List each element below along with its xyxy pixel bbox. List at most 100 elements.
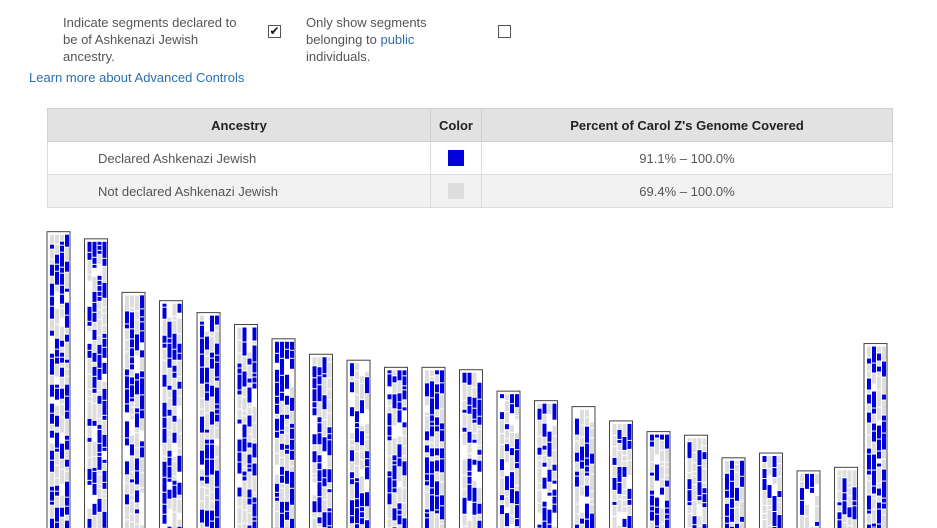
segment	[580, 518, 584, 524]
segment	[350, 472, 354, 479]
segment	[767, 510, 772, 526]
chromosome-6	[234, 324, 258, 528]
segment	[660, 487, 664, 495]
segment	[60, 273, 64, 285]
segment	[872, 431, 876, 442]
segment	[397, 402, 402, 410]
segment	[215, 439, 219, 445]
segment	[177, 313, 182, 318]
segment	[510, 504, 514, 516]
segment	[92, 302, 97, 312]
segment	[660, 462, 664, 466]
segment	[815, 495, 819, 506]
segment	[872, 414, 876, 423]
segment	[237, 395, 242, 409]
segment	[627, 515, 632, 528]
segment	[360, 512, 364, 518]
segment	[275, 438, 279, 453]
segment	[547, 403, 552, 414]
segment	[762, 463, 767, 469]
segment	[97, 443, 102, 452]
segment	[130, 407, 134, 415]
segment	[210, 332, 214, 336]
segment	[60, 267, 64, 273]
segment	[50, 486, 54, 491]
segment	[327, 489, 332, 493]
segment	[205, 476, 209, 484]
segment	[312, 378, 317, 389]
segment	[462, 400, 467, 409]
ashkenazi-checkbox[interactable]: ✔	[268, 24, 281, 38]
segment	[877, 390, 881, 407]
segment	[322, 500, 327, 512]
segment	[877, 483, 881, 488]
segment	[515, 491, 519, 505]
segment	[762, 479, 767, 491]
segment	[665, 487, 669, 500]
segment	[537, 447, 542, 455]
segment	[50, 397, 54, 403]
segment	[435, 375, 439, 384]
segment	[247, 358, 252, 365]
chromosome-4	[159, 300, 183, 528]
segment	[92, 420, 97, 426]
segment	[140, 322, 144, 331]
segment	[867, 475, 871, 481]
segment	[547, 431, 552, 442]
segment	[467, 372, 472, 385]
segment	[650, 462, 654, 472]
segment	[285, 419, 289, 425]
segment	[92, 241, 97, 257]
segment	[877, 459, 881, 463]
segment	[97, 452, 102, 456]
segment	[172, 378, 177, 389]
segment	[97, 264, 102, 275]
segment	[387, 374, 392, 387]
segment	[462, 475, 467, 489]
segment	[140, 295, 144, 309]
public-checkbox[interactable]	[498, 25, 511, 38]
segment	[882, 377, 886, 394]
segment	[882, 459, 886, 469]
segment	[397, 458, 402, 467]
segment	[215, 387, 219, 404]
segment	[435, 456, 439, 460]
segment	[97, 368, 102, 380]
segment	[575, 435, 579, 441]
segment	[837, 470, 842, 476]
segment	[247, 387, 252, 403]
segment	[500, 495, 504, 501]
segment	[772, 478, 777, 485]
segment	[430, 415, 434, 422]
segment	[435, 496, 439, 510]
segment	[275, 483, 279, 492]
segment	[65, 411, 69, 419]
segment	[692, 438, 697, 453]
segment	[665, 514, 669, 519]
public-link[interactable]: public	[380, 32, 415, 47]
segment	[92, 393, 97, 403]
segment	[177, 406, 182, 418]
segment	[725, 490, 729, 498]
segment	[697, 466, 702, 482]
segment	[762, 469, 767, 479]
segment	[617, 443, 622, 450]
segment	[205, 429, 209, 433]
segment	[60, 308, 64, 318]
segment	[322, 487, 327, 500]
learn-more-link[interactable]: Learn more about Advanced Controls	[29, 70, 245, 85]
segment	[590, 453, 594, 464]
segment	[125, 376, 129, 389]
segment	[172, 485, 177, 498]
segment	[735, 460, 739, 464]
segment	[205, 413, 209, 429]
segment	[312, 421, 317, 434]
segment	[542, 403, 547, 414]
segment	[125, 311, 129, 324]
segment	[205, 459, 209, 476]
segment	[505, 452, 509, 463]
segment	[542, 467, 547, 477]
segment	[877, 451, 881, 459]
segment	[242, 387, 247, 397]
segment	[280, 443, 284, 450]
